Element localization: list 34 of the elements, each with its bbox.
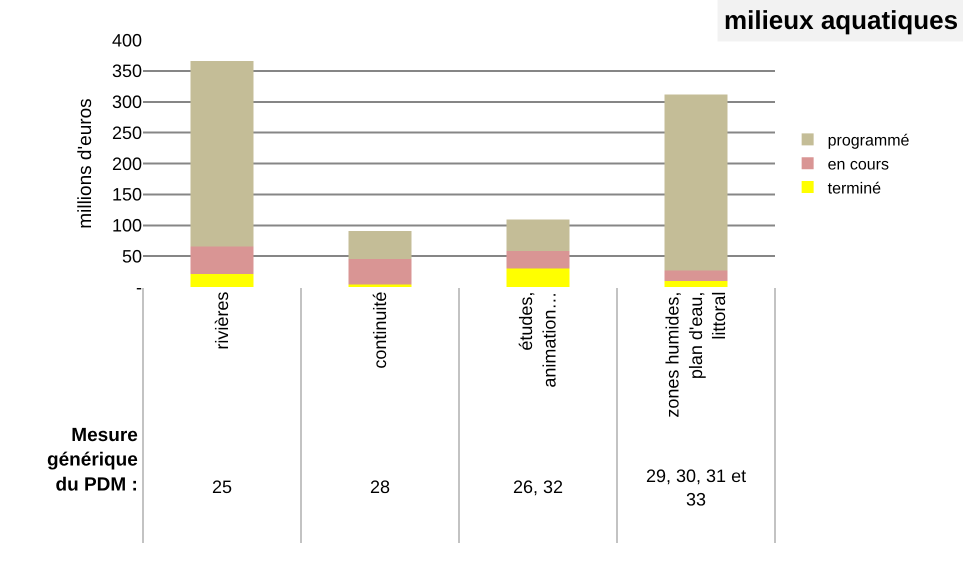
y-tick-label: 50 <box>122 246 142 266</box>
legend-label: en cours <box>828 156 890 174</box>
y-tick-label: 250 <box>112 122 142 143</box>
x-tick-label: zones humides, plan d'eau, littoral <box>662 292 730 418</box>
x-tick-label: rivières <box>212 292 232 350</box>
x-tick-label: études, animation… <box>516 292 560 388</box>
y-tick-label: 150 <box>112 184 142 205</box>
x-tick-label: continuité <box>370 292 390 369</box>
bar <box>506 220 570 252</box>
text: Mesure générique du PDM : <box>47 425 138 496</box>
legend-label: terminé <box>828 180 882 198</box>
bar <box>348 259 412 285</box>
text: milieux aquatiques <box>724 5 958 35</box>
bar <box>506 251 570 268</box>
text: 28 <box>370 477 390 497</box>
y-tick-label: 200 <box>112 154 142 174</box>
y-tick-label: - <box>136 277 142 298</box>
y-tick-label: 350 <box>112 61 142 82</box>
legend-label: programmé <box>828 132 910 150</box>
bar <box>190 246 254 274</box>
bar <box>190 274 254 287</box>
text: 29, 30, 31 et 33 <box>646 466 746 510</box>
y-tick-label: 100 <box>112 216 142 236</box>
text: 26, 32 <box>513 477 564 497</box>
y-tick-label: 400 <box>112 30 142 50</box>
y-tick-label: 300 <box>112 92 142 112</box>
bar <box>664 280 728 287</box>
bar <box>664 270 728 281</box>
bar <box>664 94 728 270</box>
y-axis-title: millions d'euros <box>74 98 96 229</box>
text: 25 <box>212 477 232 497</box>
bar <box>506 268 570 287</box>
bar <box>348 230 412 260</box>
bar <box>190 61 254 246</box>
